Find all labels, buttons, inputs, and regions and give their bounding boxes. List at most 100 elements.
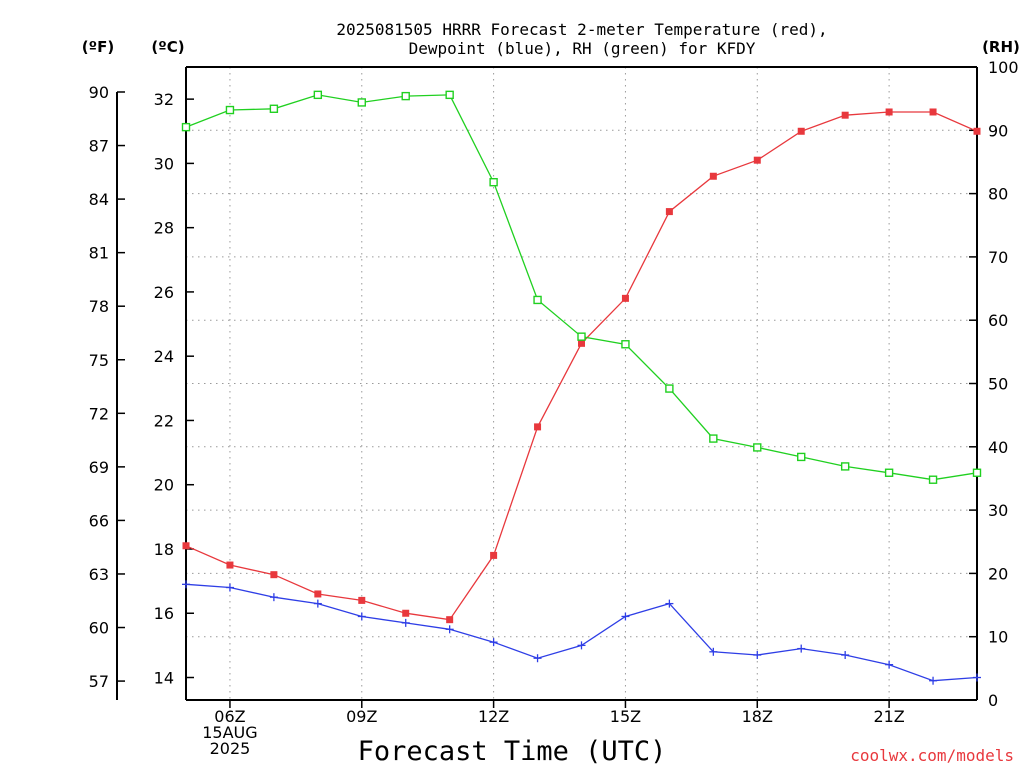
rh-point [797, 452, 806, 462]
rh-tick-label: 30 [988, 501, 1008, 520]
temperature-point [929, 108, 937, 116]
dewpoint-point [313, 599, 322, 608]
celsius-tick-label: 30 [154, 154, 174, 173]
x-tick-label: 2025 [210, 739, 251, 758]
dewpoint-point [357, 612, 366, 621]
celsius-tick-label: 14 [154, 669, 174, 688]
temperature-point [534, 423, 542, 431]
rh-tick-label: 20 [988, 564, 1008, 583]
dewpoint-point [709, 647, 718, 656]
x-tick-label: 06Z [214, 707, 245, 726]
rh-tick-label: 40 [988, 438, 1008, 457]
dewpoint-point [621, 612, 630, 621]
temperature-point [314, 590, 322, 598]
celsius-tick-label: 18 [154, 540, 174, 559]
x-tick-label: 21Z [873, 707, 904, 726]
fahrenheit-tick-label: 63 [89, 565, 109, 584]
rh-point [533, 295, 542, 305]
temperature-point [182, 542, 190, 550]
dewpoint-point [753, 651, 762, 660]
dewpoint-point [973, 673, 981, 682]
celsius-tick-label: 24 [154, 347, 174, 366]
rh-point [665, 384, 674, 393]
dewpoint-point [445, 625, 454, 634]
rh-point [972, 468, 982, 477]
dewpoint-point [885, 660, 894, 669]
celsius-tick-label: 20 [154, 476, 174, 495]
dewpoint-point [182, 580, 190, 589]
rh-point [313, 90, 323, 100]
rh-tick-label: 60 [988, 311, 1008, 330]
temperature-point [665, 208, 673, 216]
x-tick-label: 09Z [346, 707, 377, 726]
rh-point [840, 462, 850, 471]
celsius-tick-label: 26 [154, 283, 174, 302]
rh-point [357, 98, 366, 107]
rh-point [401, 91, 410, 101]
fahrenheit-tick-label: 60 [89, 619, 109, 638]
rh-tick-label: 0 [988, 691, 998, 710]
dewpoint-point [841, 651, 850, 660]
temperature-point [621, 294, 629, 302]
temperature-point [709, 172, 717, 180]
fahrenheit-tick-label: 90 [89, 83, 109, 102]
dewpoint-point [269, 593, 278, 602]
fahrenheit-tick-label: 75 [89, 351, 109, 370]
dewpoint-point [225, 583, 234, 592]
celsius-tick-label: 16 [154, 604, 174, 623]
dewpoint-point [929, 676, 938, 685]
celsius-tick-label: 28 [154, 219, 174, 238]
fahrenheit-tick-label: 66 [89, 511, 109, 530]
rh-point [269, 104, 279, 113]
fahrenheit-tick-label: 87 [89, 137, 109, 156]
dewpoint-point [665, 599, 674, 608]
x-axis-title: Forecast Time (UTC) [358, 736, 667, 767]
celsius-tick-label: 22 [154, 411, 174, 430]
temperature-point [973, 127, 981, 135]
x-tick-label: 18Z [742, 707, 773, 726]
fahrenheit-unit-label: (ºF) [82, 38, 114, 56]
temperature-point [358, 596, 366, 604]
chart-title-line1: 2025081505 HRRR Forecast 2-meter Tempera… [336, 20, 827, 39]
rh-tick-label: 80 [988, 185, 1008, 204]
rh-tick-label: 10 [988, 628, 1008, 647]
dewpoint-point [489, 638, 498, 647]
rh-point [753, 443, 762, 452]
dewpoint-point [797, 644, 806, 653]
chart-title-line2: Dewpoint (blue), RH (green) for KFDY [409, 39, 756, 58]
temperature-point [841, 111, 849, 119]
rh-unit-label: (RH) [982, 38, 1020, 56]
fahrenheit-tick-label: 72 [89, 404, 109, 423]
temperature-point [885, 108, 893, 116]
temperature-point [753, 156, 761, 164]
fahrenheit-tick-label: 57 [89, 672, 109, 691]
fahrenheit-tick-label: 69 [89, 458, 109, 477]
x-tick-label: 12Z [478, 707, 509, 726]
temperature-point [578, 339, 585, 347]
data-series [181, 90, 982, 685]
celsius-unit-label: (ºC) [151, 38, 184, 56]
dewpoint-point [401, 618, 410, 627]
rh-tick-label: 70 [988, 248, 1008, 267]
fahrenheit-tick-label: 81 [89, 244, 109, 263]
temperature-point [270, 571, 278, 579]
temperature-point [797, 127, 805, 135]
rh-point [709, 434, 718, 443]
temperature-point [490, 551, 498, 559]
rh-point [225, 105, 235, 115]
rh-point [928, 475, 938, 484]
celsius-tick-label: 32 [154, 90, 174, 109]
rh-point [445, 90, 454, 100]
dewpoint-point [577, 641, 586, 650]
temperature-point [226, 561, 234, 569]
dewpoint-point [533, 654, 542, 663]
rh-tick-label: 50 [988, 375, 1008, 394]
credit-label: coolwx.com/models [850, 746, 1014, 765]
fahrenheit-tick-label: 84 [89, 190, 109, 209]
temperature-point [446, 616, 454, 624]
x-tick-label: 15AUG [202, 723, 257, 742]
rh-point [884, 468, 894, 477]
x-tick-label: 15Z [610, 707, 641, 726]
rh-point [577, 332, 586, 341]
